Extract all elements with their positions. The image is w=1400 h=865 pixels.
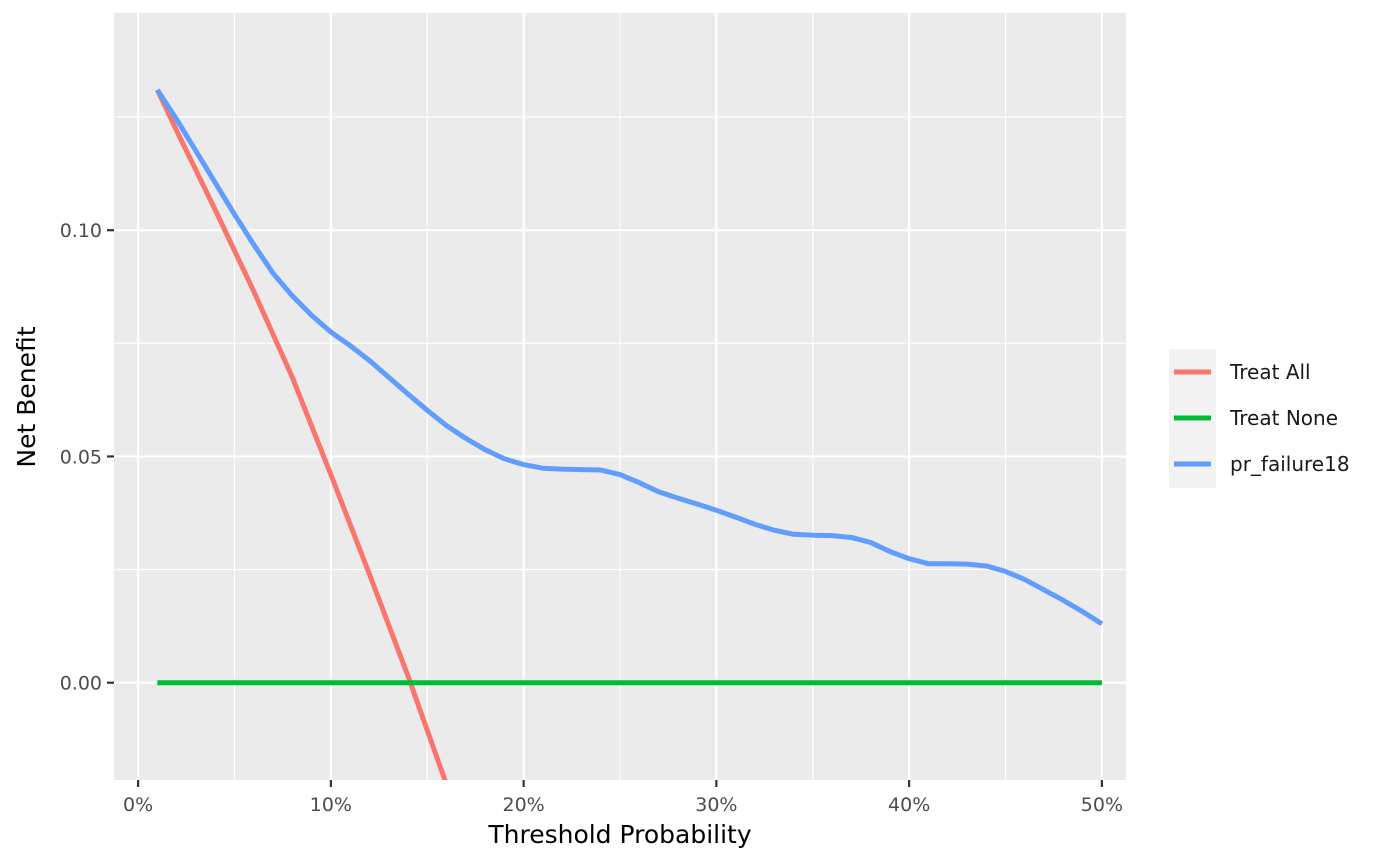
x-tick-label: 20% bbox=[503, 794, 545, 816]
y-axis-title: Net Benefit bbox=[12, 326, 41, 467]
x-tick-label: 10% bbox=[310, 794, 352, 816]
legend-label: Treat All bbox=[1229, 360, 1311, 384]
x-tick-label: 0% bbox=[123, 794, 153, 816]
legend: Treat All Treat None pr_failure18 bbox=[1169, 349, 1350, 488]
x-axis-ticks: 0% 10% 20% 30% 40% 50% bbox=[123, 780, 1123, 816]
x-axis-title: Threshold Probability bbox=[487, 820, 752, 849]
y-tick-label: 0.00 bbox=[60, 673, 102, 695]
x-tick-label: 30% bbox=[695, 794, 737, 816]
minor-gridlines bbox=[114, 13, 1126, 780]
legend-label: Treat None bbox=[1229, 406, 1338, 430]
y-tick-label: 0.10 bbox=[60, 220, 102, 242]
y-axis-ticks: 0.00 0.05 0.10 bbox=[60, 220, 114, 695]
legend-label: pr_failure18 bbox=[1230, 452, 1350, 476]
series-line-treat-all bbox=[155, 88, 448, 780]
series-lines bbox=[155, 88, 1104, 780]
y-tick-label: 0.05 bbox=[60, 446, 102, 468]
x-tick-label: 40% bbox=[888, 794, 930, 816]
series-line-pr-failure18 bbox=[155, 88, 1104, 626]
x-tick-label: 50% bbox=[1081, 794, 1123, 816]
